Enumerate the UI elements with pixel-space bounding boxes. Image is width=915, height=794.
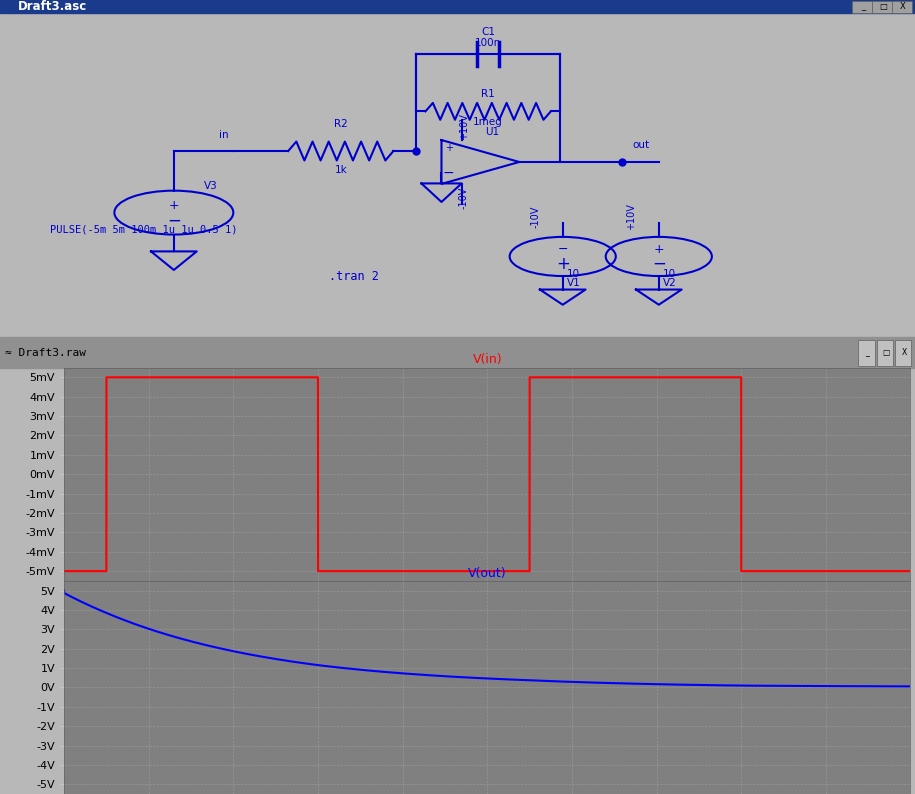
Bar [858, 340, 875, 366]
Text: V1: V1 [566, 278, 581, 288]
Text: _: _ [861, 2, 865, 11]
Text: PULSE(-5m 5m 100m 1u 1u 0.5 1): PULSE(-5m 5m 100m 1u 1u 0.5 1) [50, 225, 238, 235]
Text: X: X [900, 2, 906, 11]
Text: V3: V3 [203, 181, 218, 191]
Text: −: − [557, 243, 568, 256]
Title: V(out): V(out) [468, 567, 507, 580]
Title: V(in): V(in) [472, 353, 502, 367]
Text: □: □ [879, 2, 887, 11]
Text: ≈ Draft3.raw: ≈ Draft3.raw [5, 348, 86, 357]
Text: -10V: -10V [531, 206, 540, 228]
Text: C1: C1 [481, 28, 495, 37]
Text: +10V: +10V [459, 113, 468, 140]
Text: V2: V2 [662, 278, 677, 288]
Text: +10V: +10V [627, 203, 636, 230]
Text: Draft3.asc: Draft3.asc [18, 0, 88, 13]
Text: +: + [445, 143, 453, 153]
Text: U1: U1 [485, 127, 499, 137]
Bar [872, 1, 892, 13]
Bar [877, 340, 893, 366]
Text: 10: 10 [663, 269, 676, 279]
Text: R1: R1 [481, 89, 495, 99]
Text: R2: R2 [334, 119, 348, 129]
Bar [0, 0, 915, 13]
Text: X: X [901, 348, 907, 357]
Text: □: □ [882, 348, 889, 357]
Bar [892, 1, 912, 13]
Text: −: − [167, 212, 181, 230]
Bar [852, 1, 872, 13]
Text: −: − [651, 255, 666, 273]
Text: 10: 10 [567, 269, 580, 279]
Text: out: out [632, 141, 649, 151]
Text: 1meg: 1meg [473, 117, 503, 127]
Text: +: + [555, 255, 570, 273]
Text: .tran 2: .tran 2 [329, 270, 380, 283]
Text: in: in [220, 129, 229, 140]
Text: 100n: 100n [475, 37, 501, 48]
Text: _: _ [866, 348, 869, 357]
Text: -10V: -10V [459, 187, 468, 209]
Text: +: + [168, 198, 179, 212]
Text: 1k: 1k [335, 165, 347, 175]
Text: −: − [443, 166, 455, 180]
Text: +: + [653, 243, 664, 256]
Bar [895, 340, 911, 366]
